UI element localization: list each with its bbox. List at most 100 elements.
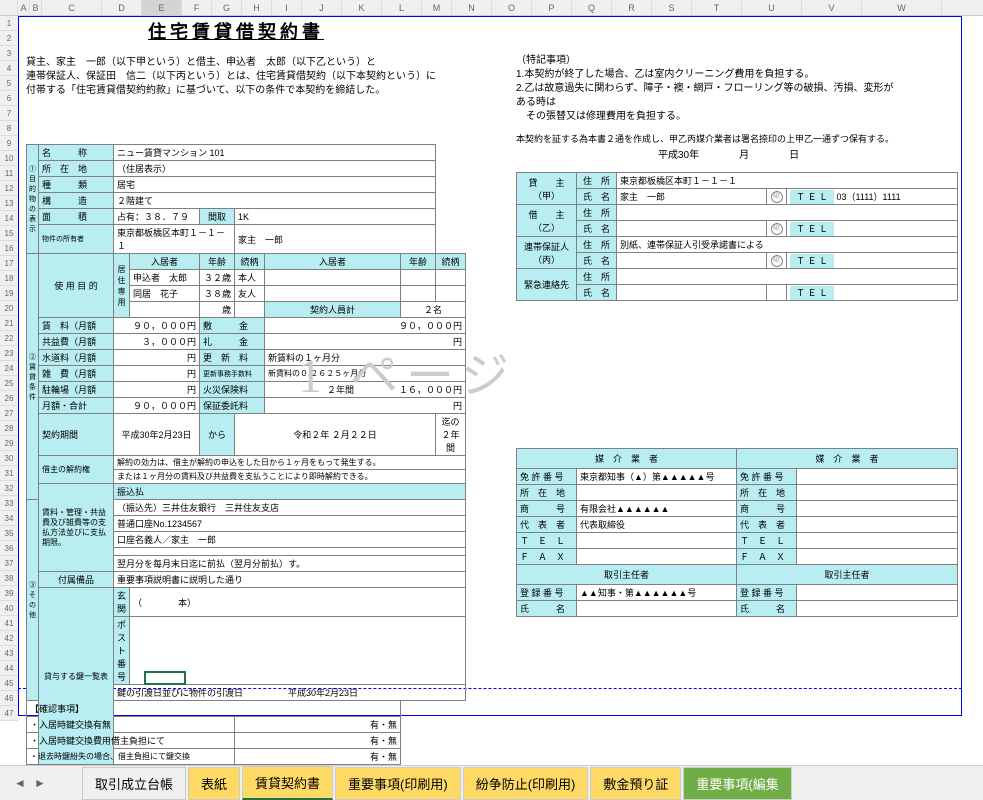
tab-deposit[interactable]: 敷金預り証 <box>590 767 681 800</box>
lessor-tel[interactable]: 03（1111）1111 <box>837 192 901 202</box>
park[interactable]: 円 <box>114 382 200 398</box>
res1-rel[interactable]: 本人 <box>235 270 265 286</box>
row-11[interactable]: 11 <box>0 166 18 181</box>
col-l[interactable]: L <box>382 0 422 15</box>
tab-cover[interactable]: 表紙 <box>188 767 240 800</box>
row-46[interactable]: 46 <box>0 691 18 706</box>
property-struct[interactable]: ２階建て <box>114 193 436 209</box>
row-3[interactable]: 3 <box>0 46 18 61</box>
col-k[interactable]: K <box>342 0 382 15</box>
row-17[interactable]: 17 <box>0 256 18 271</box>
col-u[interactable]: U <box>742 0 802 15</box>
col-d[interactable]: D <box>102 0 142 15</box>
tab-next-icon[interactable]: ► <box>30 776 50 790</box>
row-25[interactable]: 25 <box>0 376 18 391</box>
kaijo-l2[interactable]: または１ヶ月分の賃料及び共益費を支払うことにより即時解約できる。 <box>114 470 466 484</box>
tab-prev-icon[interactable]: ◄ <box>10 776 30 790</box>
row-36[interactable]: 36 <box>0 541 18 556</box>
col-r[interactable]: R <box>612 0 652 15</box>
period-to[interactable]: 令和２年 ２月２２日 <box>235 414 436 456</box>
fuzoku[interactable]: 重要事項説明書に説明した通り <box>114 572 466 588</box>
res2-age[interactable]: ３８歳 <box>200 286 235 302</box>
row-24[interactable]: 24 <box>0 361 18 376</box>
owner-addr[interactable]: 東京都板橋区本町１－１－１ <box>114 225 235 254</box>
payment-l1[interactable]: 振込払 <box>114 484 466 500</box>
col-a[interactable]: A <box>18 0 30 15</box>
row-42[interactable]: 42 <box>0 631 18 646</box>
row-14[interactable]: 14 <box>0 211 18 226</box>
col-q[interactable]: Q <box>572 0 612 15</box>
row-9[interactable]: 9 <box>0 136 18 151</box>
k3v[interactable]: 有・無 <box>235 749 401 765</box>
row-7[interactable]: 7 <box>0 106 18 121</box>
row-6[interactable]: 6 <box>0 91 18 106</box>
rent[interactable]: ９０，０００円 <box>114 318 200 334</box>
rei[interactable]: 円 <box>265 334 466 350</box>
row-8[interactable]: 8 <box>0 121 18 136</box>
lessor-addr[interactable]: 東京都板橋区本町１－１－１ <box>617 173 958 189</box>
row-28[interactable]: 28 <box>0 421 18 436</box>
tab-important[interactable]: 重要事項(印刷用) <box>335 767 461 800</box>
row-12[interactable]: 12 <box>0 181 18 196</box>
sheet-area[interactable]: 1 ページ 住宅賃貸借契約書 貸主、家主 一郎（以下甲という）と借主、申込者 太… <box>18 16 983 765</box>
row-40[interactable]: 40 <box>0 601 18 616</box>
tab-important-edit[interactable]: 重要事項(編集 <box>683 767 791 800</box>
area-senyu[interactable]: 占有：３８．７９ <box>114 209 200 225</box>
misc[interactable]: 円 <box>114 366 200 382</box>
row-33[interactable]: 33 <box>0 496 18 511</box>
shiki[interactable]: ９０，０００円 <box>265 318 466 334</box>
col-c[interactable]: C <box>42 0 102 15</box>
handover[interactable]: 鍵の引渡日並びに物件の引渡日 平成30年2月23日 <box>114 685 466 701</box>
res3-age[interactable]: 歳 <box>200 302 235 318</box>
guarantor-addr[interactable]: 別紙、連帯保証人引受承諾書による <box>617 237 958 253</box>
col-v[interactable]: V <box>802 0 862 15</box>
rep[interactable]: 代表取締役 <box>577 517 737 533</box>
row-18[interactable]: 18 <box>0 271 18 286</box>
col-g[interactable]: G <box>212 0 242 15</box>
row-20[interactable]: 20 <box>0 301 18 316</box>
owner-name[interactable]: 家主 一郎 <box>235 225 436 254</box>
row-31[interactable]: 31 <box>0 466 18 481</box>
k2v[interactable]: 有・無 <box>235 733 401 749</box>
guarantee[interactable]: 円 <box>265 398 466 414</box>
renew-fee[interactable]: 新賃料の０.２６２５ヶ月分 <box>265 366 466 382</box>
renew[interactable]: 新賃料の１ヶ月分 <box>265 350 466 366</box>
selected-cell[interactable] <box>144 671 186 685</box>
row-47[interactable]: 47 <box>0 706 18 721</box>
col-p[interactable]: P <box>532 0 572 15</box>
tab-ledger[interactable]: 取引成立台帳 <box>82 767 186 800</box>
col-w[interactable]: W <box>862 0 942 15</box>
row-16[interactable]: 16 <box>0 241 18 256</box>
row-45[interactable]: 45 <box>0 676 18 691</box>
property-name[interactable]: ニュー賃貸マンション 101 <box>114 145 436 161</box>
col-s[interactable]: S <box>652 0 692 15</box>
row-30[interactable]: 30 <box>0 451 18 466</box>
res2-name[interactable]: 同居 花子 <box>130 286 200 302</box>
row-10[interactable]: 10 <box>0 151 18 166</box>
k1v[interactable]: 有・無 <box>235 717 401 733</box>
row-21[interactable]: 21 <box>0 316 18 331</box>
row-4[interactable]: 4 <box>0 61 18 76</box>
row-34[interactable]: 34 <box>0 511 18 526</box>
col-o[interactable]: O <box>492 0 532 15</box>
row-15[interactable]: 15 <box>0 226 18 241</box>
kaijo-l1[interactable]: 解約の効力は、借主が解約の申込をした日から１ヶ月をもって発生する。 <box>114 456 466 470</box>
row-39[interactable]: 39 <box>0 586 18 601</box>
reg[interactable]: ▲▲知事・第▲▲▲▲▲▲号 <box>577 585 737 601</box>
license[interactable]: 東京都知事（▲）第▲▲▲▲▲号 <box>577 469 737 485</box>
col-t[interactable]: T <box>692 0 742 15</box>
property-type[interactable]: 居宅 <box>114 177 436 193</box>
period-from[interactable]: 平成30年2月23日 <box>114 414 200 456</box>
row-2[interactable]: 2 <box>0 31 18 46</box>
col-m[interactable]: M <box>422 0 452 15</box>
row-22[interactable]: 22 <box>0 331 18 346</box>
res2-rel[interactable]: 友人 <box>235 286 265 302</box>
res-total[interactable]: ２名 <box>401 302 466 318</box>
row-5[interactable]: 5 <box>0 76 18 91</box>
kyoeki[interactable]: ３，０００円 <box>114 334 200 350</box>
addr-note[interactable]: （住居表示） <box>114 161 436 177</box>
row-32[interactable]: 32 <box>0 481 18 496</box>
col-e[interactable]: E <box>142 0 182 15</box>
row-37[interactable]: 37 <box>0 556 18 571</box>
res1-age[interactable]: ３２歳 <box>200 270 235 286</box>
